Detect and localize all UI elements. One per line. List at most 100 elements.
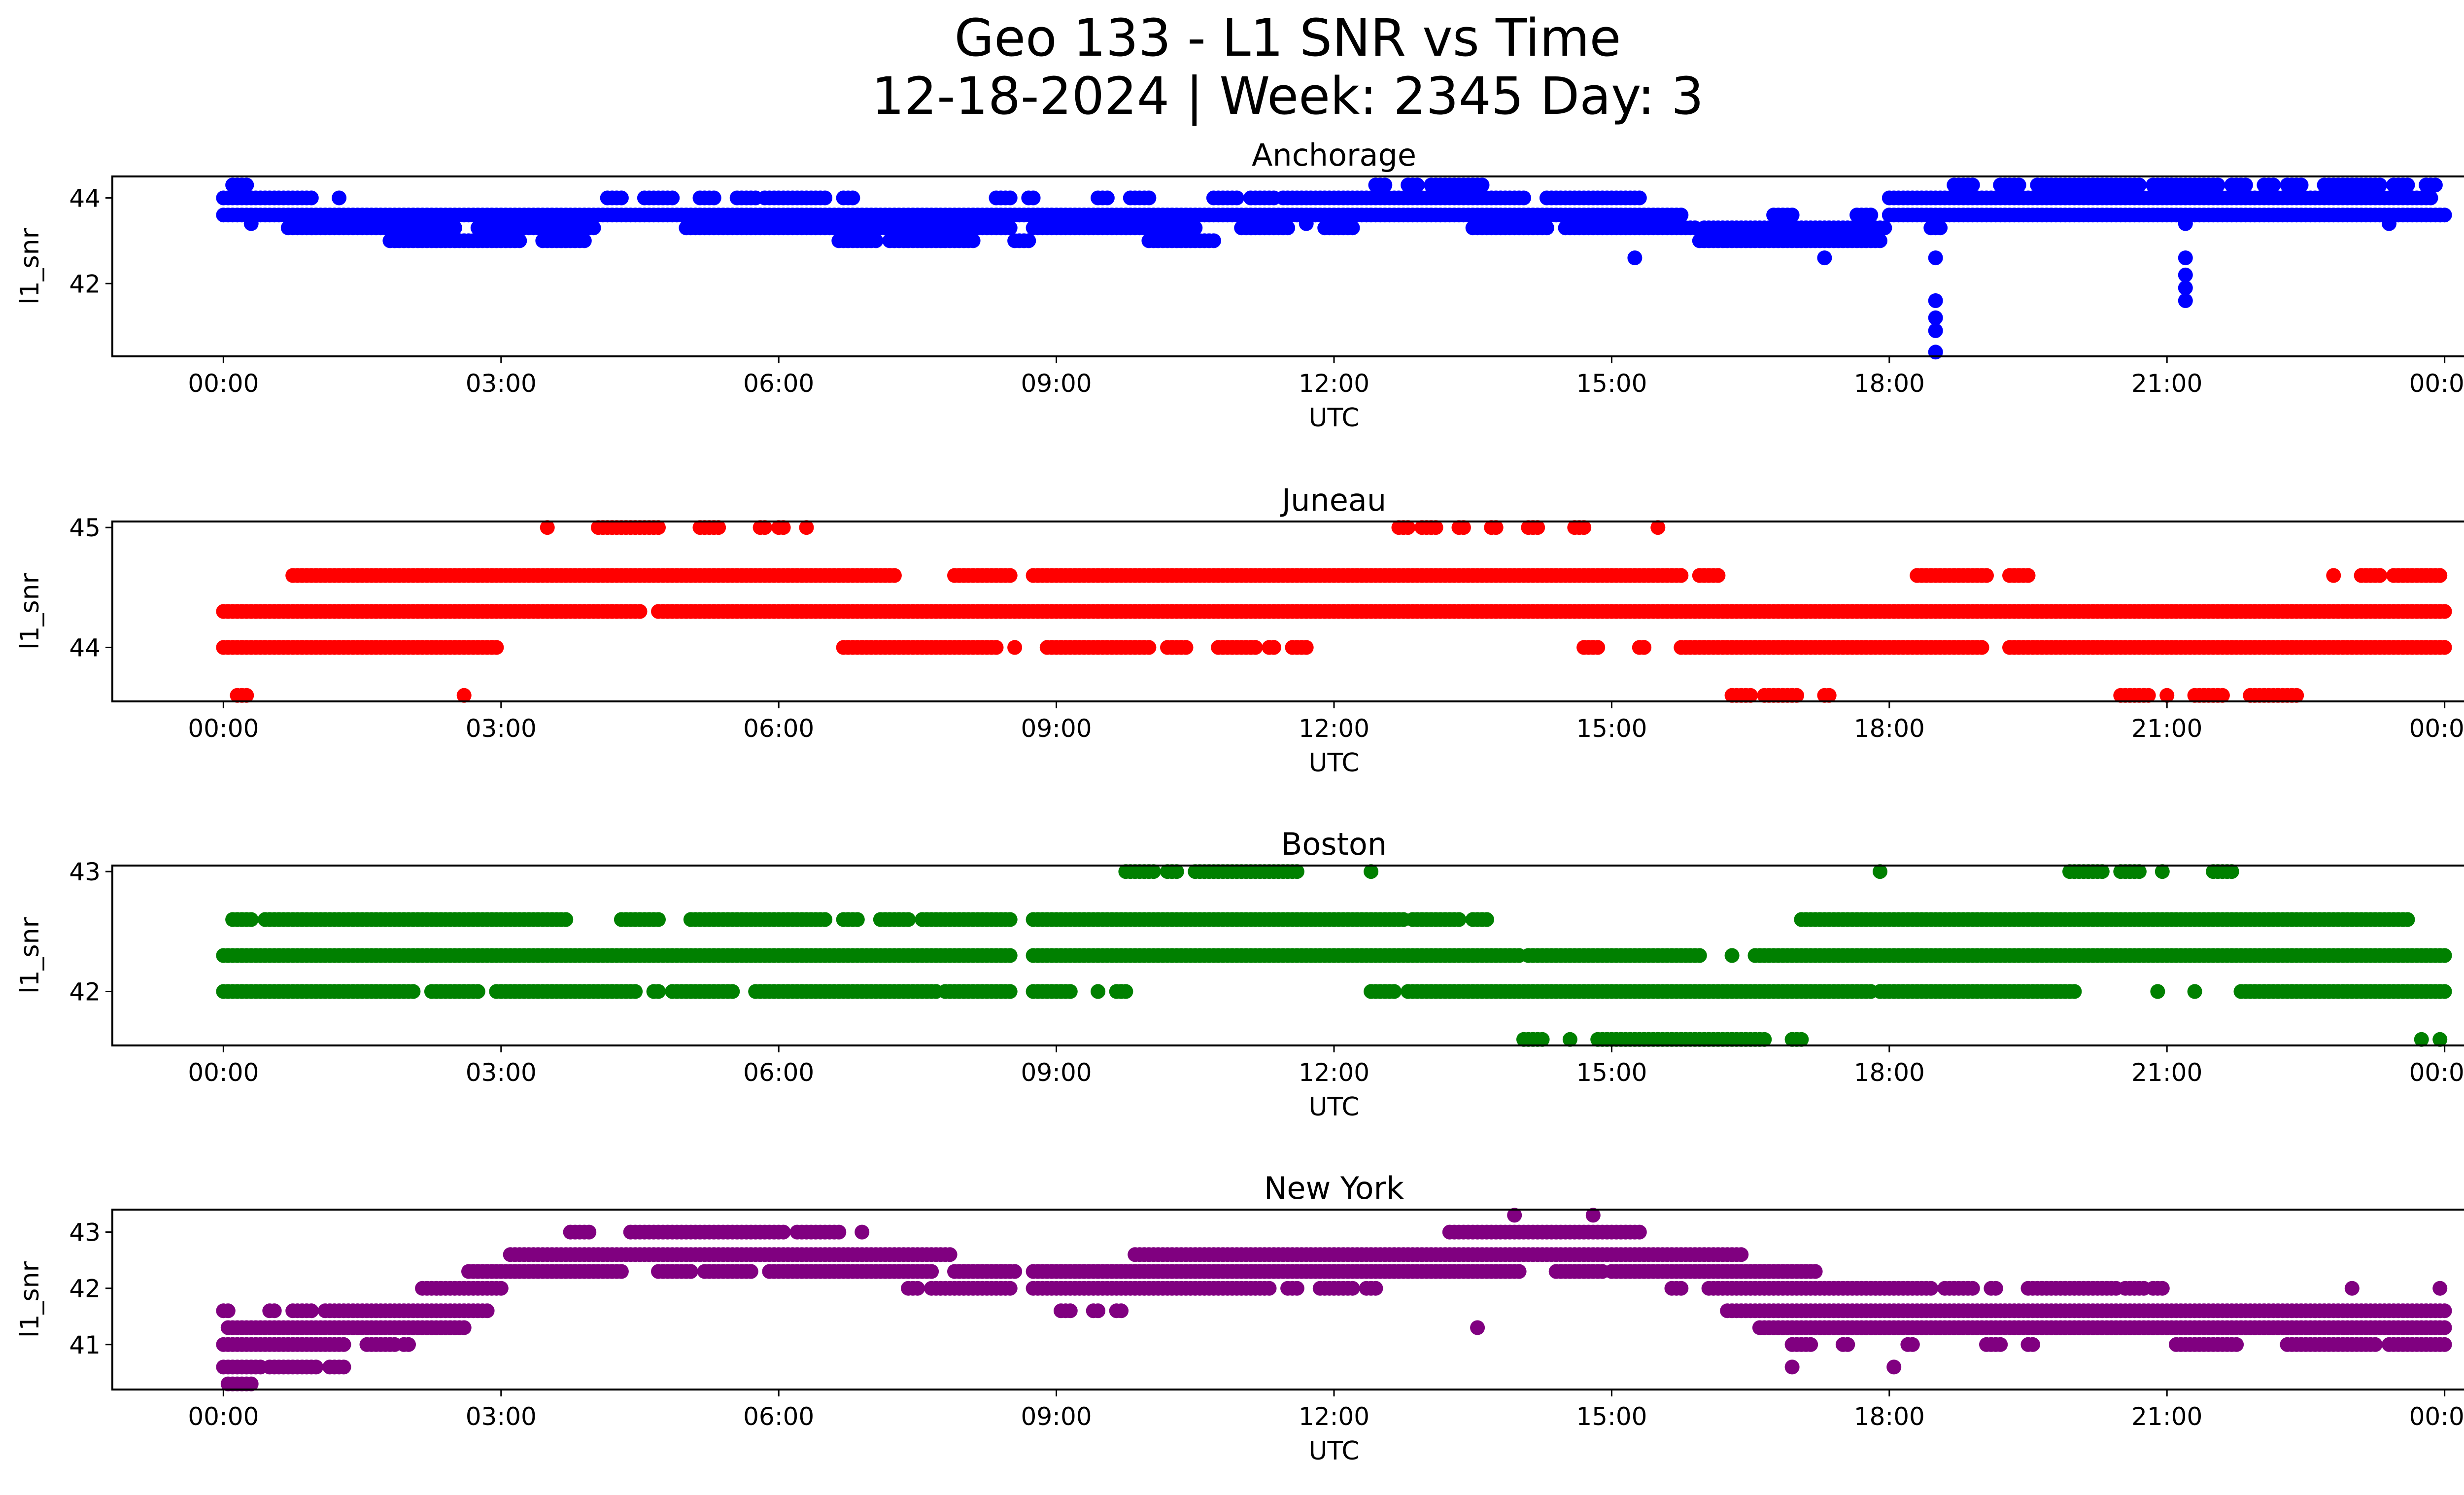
data-point (818, 190, 833, 206)
subplot-title: Anchorage (1252, 137, 1416, 173)
data-point (2437, 984, 2452, 999)
data-point (1470, 1320, 1485, 1335)
data-point (304, 190, 319, 206)
data-point (845, 190, 860, 206)
data-point (1692, 948, 1707, 963)
x-tick-label: 00:00 (188, 714, 259, 743)
y-axis-label: l1_snr (15, 917, 45, 994)
data-point (2187, 984, 2202, 999)
data-point (2210, 177, 2225, 193)
data-point (799, 520, 814, 535)
data-point (1632, 1224, 1647, 1240)
figure-title: Geo 133 - L1 SNR vs Time 12-18-2024 | We… (0, 9, 2464, 125)
data-point (1229, 190, 1244, 206)
data-point (1099, 190, 1115, 206)
data-point (1002, 948, 1018, 963)
data-point (2382, 216, 2396, 231)
data-point (725, 984, 740, 999)
y-tick-label: 44 (69, 634, 101, 662)
data-point (1410, 177, 1425, 193)
data-point (2293, 177, 2309, 193)
data-point (887, 568, 902, 583)
x-tick-label: 06:00 (743, 369, 814, 398)
data-point (1118, 984, 1133, 999)
data-point (2428, 177, 2443, 193)
x-tick-label: 18:00 (1854, 369, 1925, 398)
data-point (1377, 177, 1393, 193)
x-tick-label: 00:00 (2409, 714, 2464, 743)
data-point (489, 640, 504, 655)
figure-title-line2: 12-18-2024 | Week: 2345 Day: 3 (871, 66, 1704, 126)
data-point (1456, 520, 1471, 535)
data-point (1002, 1281, 1018, 1296)
data-point (540, 520, 555, 535)
data-point (1488, 520, 1504, 535)
data-point (1002, 912, 1018, 927)
data-point (1062, 984, 1078, 999)
data-point (1808, 1264, 1823, 1279)
x-tick-label: 15:00 (1576, 1058, 1647, 1087)
data-point (1248, 640, 1263, 655)
data-point (267, 1303, 282, 1319)
y-tick-label: 43 (69, 858, 101, 886)
figure-title-line1: Geo 133 - L1 SNR vs Time (954, 8, 1621, 68)
data-point (1002, 568, 1018, 583)
data-point (1026, 190, 1041, 206)
data-point (1428, 520, 1443, 535)
data-point (1928, 323, 1943, 338)
data-point (1674, 1281, 1689, 1296)
data-point (2067, 984, 2082, 999)
data-point (1576, 520, 1592, 535)
x-tick-label: 21:00 (2131, 369, 2202, 398)
data-series (216, 1208, 2452, 1391)
data-point (2178, 280, 2193, 295)
subplot-title: Boston (1281, 826, 1387, 862)
data-point (1674, 208, 1689, 223)
x-tick-label: 09:00 (1021, 369, 1092, 398)
data-point (470, 984, 485, 999)
data-point (1340, 216, 1356, 231)
data-point (1784, 208, 1800, 223)
data-point (512, 233, 527, 248)
data-point (1650, 520, 1666, 535)
data-point (1266, 640, 1281, 655)
data-point (1062, 1303, 1078, 1319)
data-point (493, 1281, 509, 1296)
x-tick-label: 18:00 (1854, 714, 1925, 743)
data-point (1091, 984, 1106, 999)
data-point (1289, 1281, 1304, 1296)
data-point (1021, 233, 1036, 248)
data-point (558, 912, 574, 927)
y-tick-label: 42 (69, 978, 101, 1007)
data-point (2437, 1303, 2452, 1319)
data-point (628, 984, 643, 999)
x-tick-label: 03:00 (466, 714, 537, 743)
data-point (1451, 912, 1467, 927)
data-point (1262, 1281, 1277, 1296)
data-point (868, 233, 884, 248)
data-series (216, 177, 2452, 360)
data-point (2437, 604, 2452, 619)
data-point (614, 1264, 629, 1279)
data-point (632, 604, 648, 619)
data-point (1368, 1281, 1383, 1296)
data-point (1734, 1247, 1749, 1262)
data-point (406, 984, 421, 999)
data-point (1206, 233, 1221, 248)
data-series (216, 520, 2452, 703)
data-point (743, 1264, 758, 1279)
x-axis-label: UTC (1308, 748, 1359, 778)
x-tick-label: 21:00 (2131, 1058, 2202, 1087)
data-point (776, 1224, 791, 1240)
data-point (1928, 310, 1943, 325)
data-point (651, 912, 666, 927)
data-point (1002, 190, 1018, 206)
subplot-title: New York (1264, 1170, 1404, 1206)
data-point (243, 912, 259, 927)
data-point (1928, 250, 1943, 266)
data-point (757, 520, 772, 535)
data-point (1141, 640, 1157, 655)
y-tick-label: 45 (69, 514, 101, 542)
